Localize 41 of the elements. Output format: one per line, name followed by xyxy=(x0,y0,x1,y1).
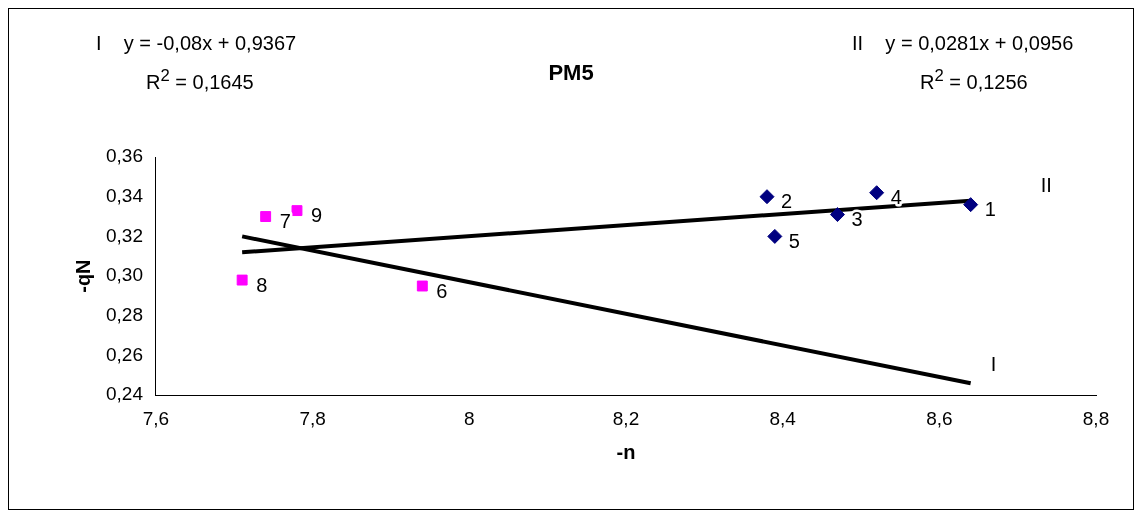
annotation: 3 xyxy=(851,208,863,231)
x-tick-label: 7,8 xyxy=(299,407,326,429)
annotation: 6 xyxy=(436,279,448,302)
x-tick-label: 8,6 xyxy=(926,407,953,429)
annotation: 7 xyxy=(279,210,291,233)
annotation: 1 xyxy=(984,198,996,221)
text: I y = -0,08x + 0,9367 xyxy=(96,32,297,55)
y-tick-label: 0,36 xyxy=(106,145,143,167)
annotation: 9 xyxy=(310,204,323,227)
chart-title: PM5 xyxy=(548,60,594,85)
x-tick-label: 8,2 xyxy=(612,407,640,429)
x-axis-title: -n xyxy=(616,440,636,463)
x-tick-label: 8 xyxy=(464,407,475,429)
annotation: 2 xyxy=(780,190,793,213)
point xyxy=(829,207,845,223)
x-tick-label: 8,4 xyxy=(769,407,797,429)
y-tick-label: 0,28 xyxy=(106,304,143,326)
y-tick-label: 0,24 xyxy=(106,383,144,405)
annotation: 5 xyxy=(788,229,800,252)
point xyxy=(869,185,885,201)
point xyxy=(260,211,272,222)
point xyxy=(291,205,303,217)
y-tick-label: 0,30 xyxy=(106,264,143,286)
y-axis-title: -qN xyxy=(71,259,94,293)
point xyxy=(963,197,979,213)
x-tick-label: 8,8 xyxy=(1082,407,1110,429)
point xyxy=(236,274,248,286)
y-tick-label: 0,32 xyxy=(106,224,143,246)
point xyxy=(767,228,783,244)
annotation: 8 xyxy=(256,273,268,296)
text: R$^{2}$ = 0,1256 xyxy=(920,66,1028,94)
x-tick-label: 7,6 xyxy=(142,407,170,429)
text: R$^{2}$ = 0,1645 xyxy=(146,66,254,94)
annotation: 4 xyxy=(890,186,902,209)
point xyxy=(416,280,428,292)
y-tick-label: 0,26 xyxy=(106,343,143,365)
series-label: I xyxy=(990,352,997,375)
text: II y = 0,0281x + 0,0956 xyxy=(852,32,1074,55)
point xyxy=(759,189,775,205)
y-tick-label: 0,34 xyxy=(106,184,144,206)
text: II xyxy=(1040,174,1052,197)
